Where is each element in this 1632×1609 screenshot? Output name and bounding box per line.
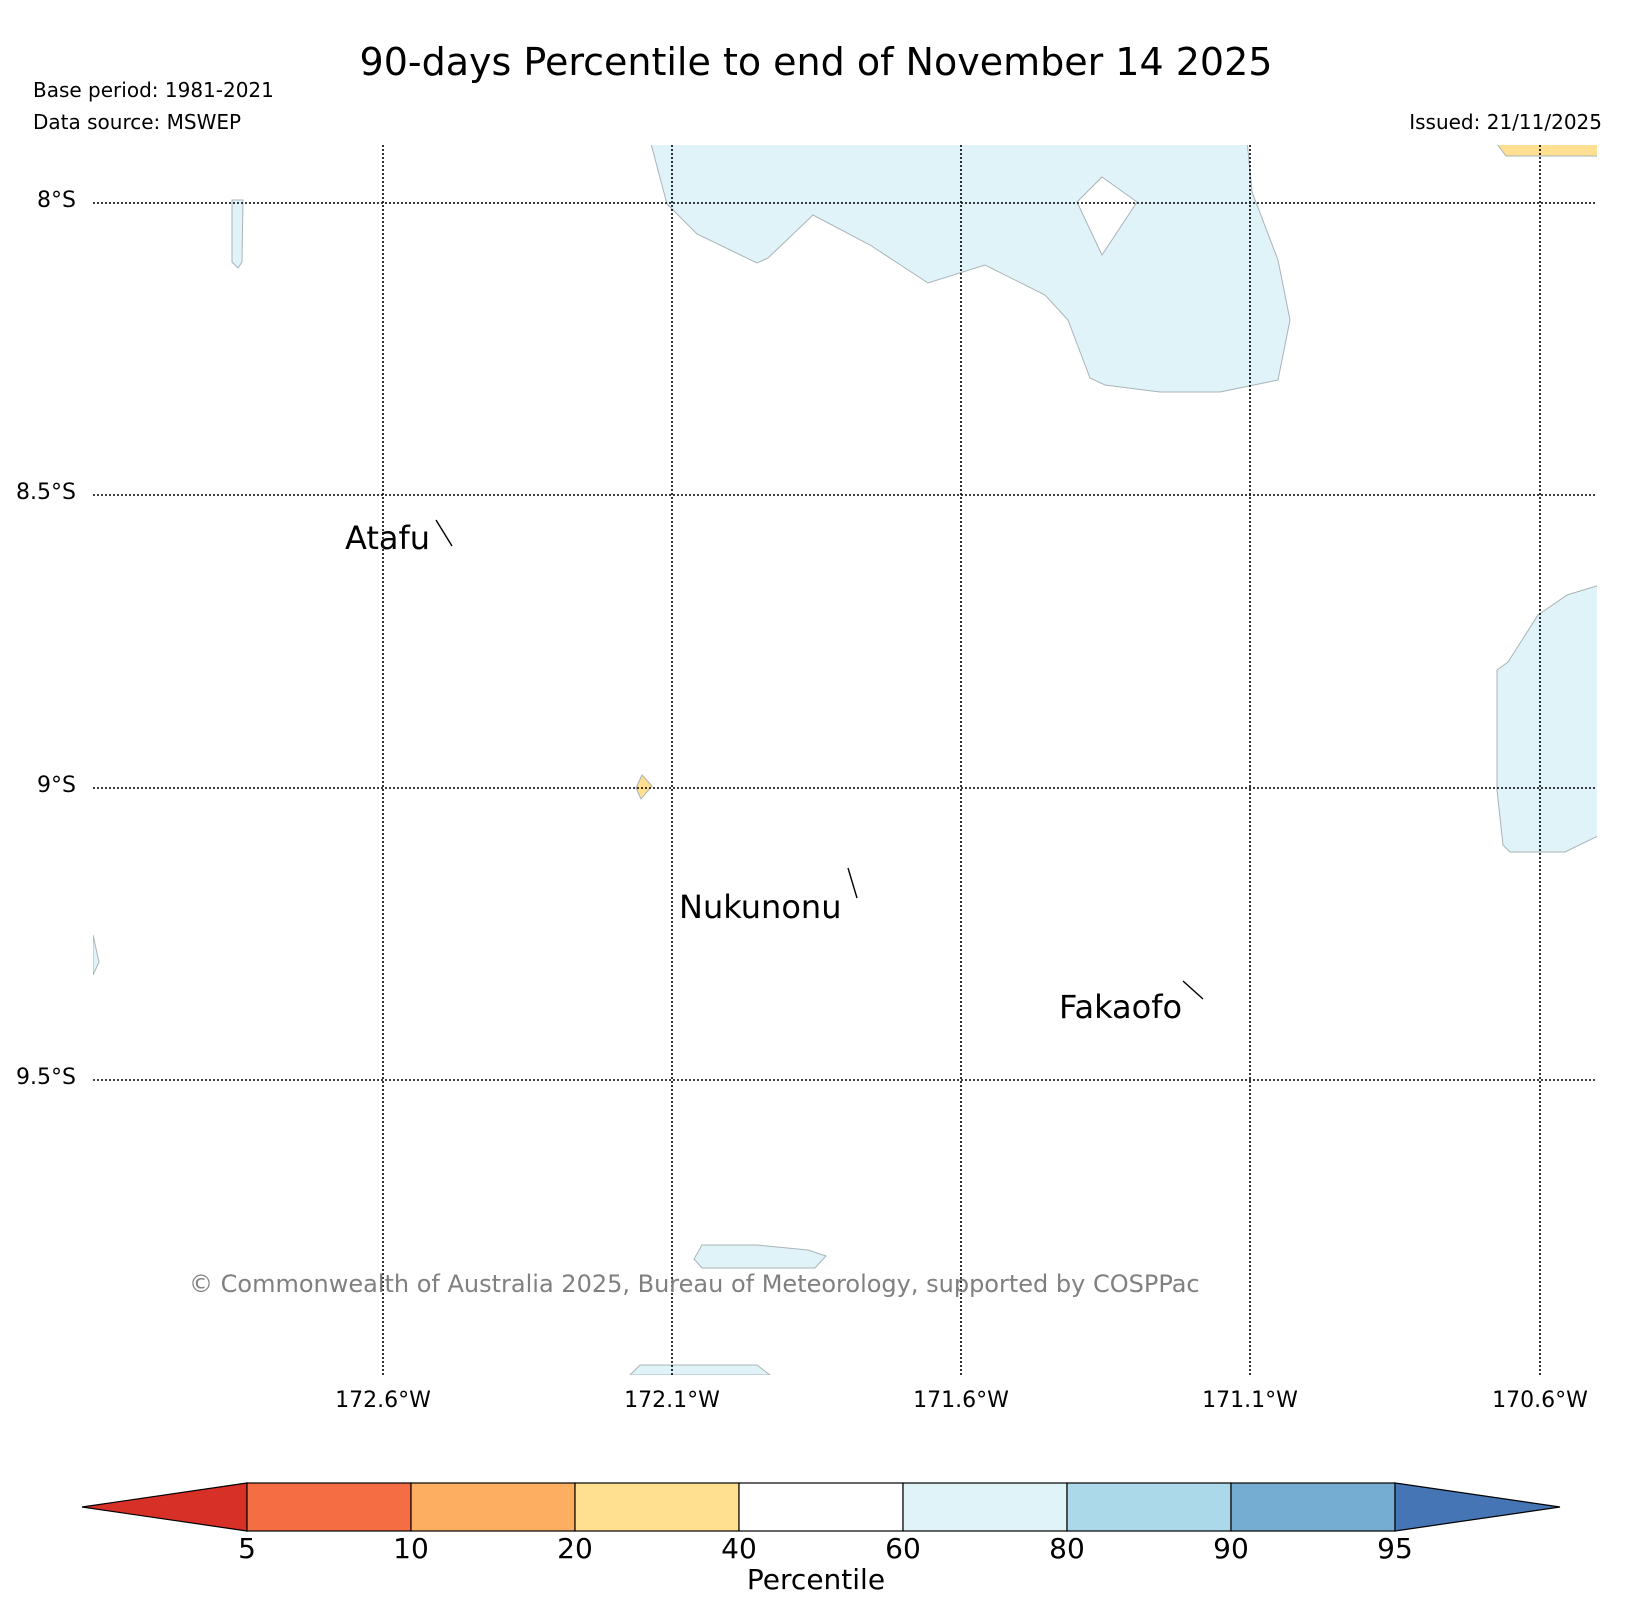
map-title: 90-days Percentile to end of November 14… [359, 40, 1273, 84]
issued-date: Issued: 21/11/2025 [1409, 110, 1602, 134]
colorbar-extend-high [1394, 1482, 1561, 1532]
shade-region-north [650, 145, 1291, 393]
island-atafu [435, 519, 453, 547]
lon-label-172-1w: 172.1°W [624, 1388, 720, 1413]
data-source-note: Data source: MSWEP [33, 110, 242, 134]
shade-below-normal-dot [635, 774, 653, 800]
lat-label-9-5s: 9.5°S [16, 1065, 76, 1090]
shade-sliver-west [231, 199, 244, 269]
lon-label-171-6w: 171.6°W [913, 1388, 1009, 1413]
lat-label-9s: 9°S [37, 773, 76, 798]
lat-label-8-5s: 8.5°S [16, 480, 76, 505]
shade-region-south [693, 1244, 827, 1269]
colorbar-bin-60-80 [902, 1482, 1068, 1532]
colorbar [81, 1482, 1561, 1532]
lon-label-170-6w: 170.6°W [1492, 1388, 1588, 1413]
colorbar-bin-20-40 [574, 1482, 740, 1532]
shade-sliver-edge [93, 934, 100, 976]
colorbar-bin-90-95 [1230, 1482, 1396, 1532]
colorbar-tick-5: 5 [238, 1532, 256, 1565]
shade-hole [1076, 176, 1138, 257]
shade-region-bottom [629, 1364, 771, 1375]
colorbar-label: Percentile [746, 1563, 886, 1596]
shade-region-east [1496, 585, 1597, 853]
place-label-atafu: Atafu [345, 519, 431, 557]
colorbar-extend-low [81, 1482, 248, 1532]
colorbar-tick-60: 60 [885, 1532, 921, 1565]
colorbar-tick-10: 10 [393, 1532, 429, 1565]
shade-below-normal-ne [1497, 145, 1597, 157]
place-label-nukunonu: Nukunonu [679, 888, 842, 926]
colorbar-tick-20: 20 [557, 1532, 593, 1565]
lat-label-8s: 8°S [37, 188, 76, 213]
island-fakaofo [1182, 980, 1204, 1000]
colorbar-bin-5-10 [246, 1482, 412, 1532]
colorbar-bin-10-20 [410, 1482, 576, 1532]
place-label-fakaofo: Fakaofo [1059, 988, 1183, 1026]
colorbar-tick-80: 80 [1049, 1532, 1085, 1565]
percentile-shading [93, 145, 1597, 1375]
colorbar-bin-40-60 [738, 1482, 904, 1532]
colorbar-tick-40: 40 [721, 1532, 757, 1565]
colorbar-tick-95: 95 [1377, 1532, 1413, 1565]
colorbar-bin-80-90 [1066, 1482, 1232, 1532]
base-period-note: Base period: 1981-2021 [33, 78, 274, 102]
islands [435, 519, 1204, 1000]
graticule [93, 145, 1597, 1375]
lon-label-172-6w: 172.6°W [335, 1388, 431, 1413]
colorbar-tick-90: 90 [1213, 1532, 1249, 1565]
island-nukunonu [847, 867, 858, 899]
copyright-note: © Commonwealth of Australia 2025, Bureau… [189, 1270, 1200, 1298]
lon-label-171-1w: 171.1°W [1202, 1388, 1298, 1413]
